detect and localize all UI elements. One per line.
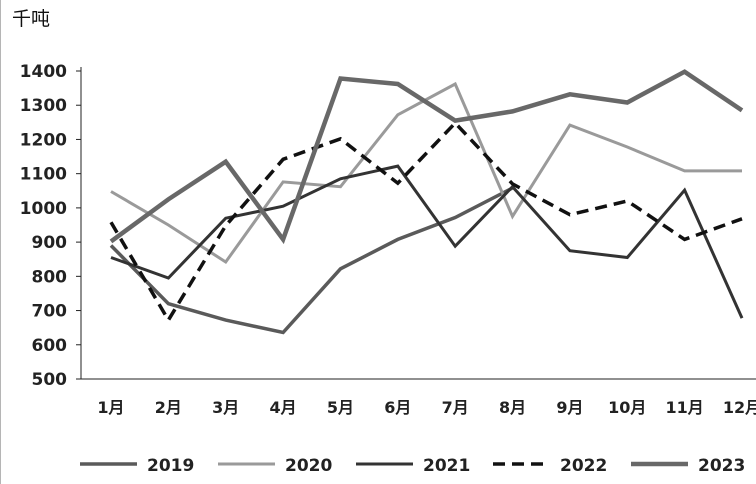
y-tick-label: 1200 <box>20 130 67 150</box>
legend-label: 2020 <box>285 456 332 476</box>
y-tick-label: 800 <box>32 267 68 287</box>
y-tick-label: 700 <box>32 302 68 322</box>
x-tick-label: 5月 <box>327 398 354 417</box>
y-tick-label: 1100 <box>20 165 67 185</box>
x-tick-label: 2月 <box>155 398 182 417</box>
x-tick-label: 12月 <box>723 398 756 417</box>
legend-label: 2019 <box>147 456 194 476</box>
y-tick-label: 1000 <box>20 199 67 219</box>
x-tick-label: 8月 <box>499 398 526 417</box>
y-tick-label: 1300 <box>20 96 67 116</box>
x-tick-label: 3月 <box>212 398 239 417</box>
x-tick-label: 4月 <box>270 398 297 417</box>
frame-border <box>0 0 1 484</box>
x-tick-label: 6月 <box>384 398 411 417</box>
y-tick-label: 1400 <box>20 62 67 82</box>
legend-label: 2022 <box>560 456 607 476</box>
x-tick-label: 7月 <box>442 398 469 417</box>
x-tick-label: 1月 <box>97 398 124 417</box>
y-tick-label: 900 <box>32 233 68 253</box>
series-line-2019 <box>109 186 514 335</box>
series-line-2022 <box>109 120 743 324</box>
x-tick-label: 10月 <box>608 398 646 417</box>
x-tick-label: 9月 <box>556 398 583 417</box>
x-tick-label: 11月 <box>665 398 703 417</box>
series-line-2023 <box>109 69 744 245</box>
legend-label: 2023 <box>698 456 745 476</box>
y-tick-label: 600 <box>32 336 68 356</box>
series-line-2020 <box>110 81 742 265</box>
series-line-2021 <box>110 164 744 319</box>
y-unit-label: 千吨 <box>12 8 51 30</box>
y-tick-label: 500 <box>32 370 68 390</box>
legend-label: 2021 <box>423 456 470 476</box>
